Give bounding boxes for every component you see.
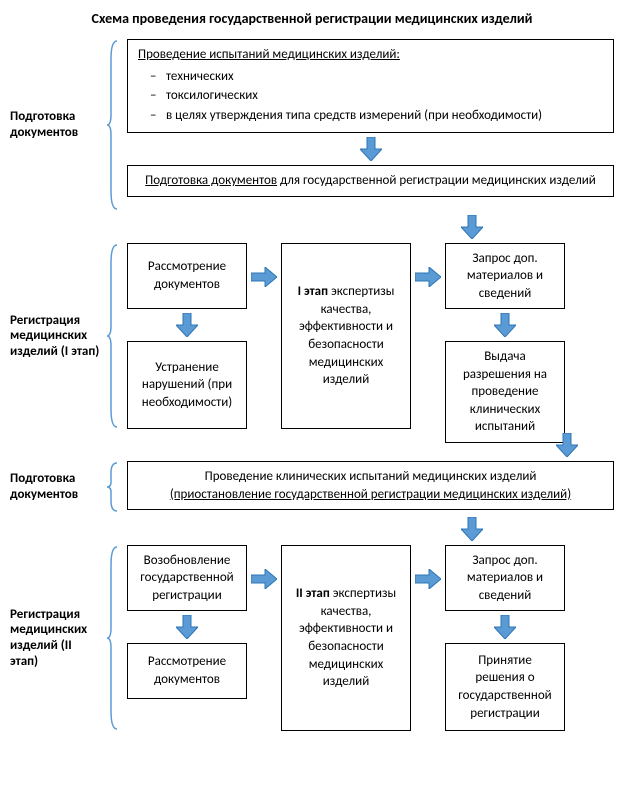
box-review-docs: Рассмотрение документов <box>127 243 247 309</box>
arrow-down-icon <box>360 137 382 161</box>
box-testing-title: Проведение испытаний медицинских изделий… <box>138 47 400 62</box>
testing-item: токсилогических <box>166 87 603 105</box>
box-decision: Принятие решения о государственной регис… <box>445 643 565 731</box>
arrow-right-icon <box>247 569 281 589</box>
box-request-materials1: Запрос доп. материалов и сведений <box>445 243 565 309</box>
box-review-docs2: Рассмотрение документов <box>127 643 247 699</box>
box-clinical-permit: Выдача разрешения на проведение клиничес… <box>445 341 565 443</box>
brace-icon <box>105 545 119 731</box>
section-stage1-label: Регистрация медицинских изделий (I этап) <box>10 243 105 429</box>
section-stage2: Регистрация медицинских изделий (II этап… <box>10 545 614 731</box>
arrow-down-icon <box>176 313 198 337</box>
arrow-down-icon <box>330 215 614 239</box>
box-doc-prep: Подготовка документов для государственно… <box>127 165 614 197</box>
box-testing: Проведение испытаний медицинских изделий… <box>127 39 614 133</box>
box-stage2-expertise: II этап экспертизы качества, эффективнос… <box>281 545 411 731</box>
brace-icon <box>105 461 119 513</box>
brace-icon <box>105 39 119 211</box>
arrow-right-icon <box>411 267 445 287</box>
box-clinical-trials: Проведение клинических испытаний медицин… <box>127 461 614 510</box>
arrow-down-icon <box>494 615 516 639</box>
arrow-down-icon <box>330 517 614 541</box>
stage1-rest: экспертизы качества, эффективности и без… <box>299 284 394 387</box>
box-doc-prep-rest: для государственной регистрации медицинс… <box>277 173 596 188</box>
section-prep1: Подготовка документов Проведение испытан… <box>10 39 614 211</box>
section-prep1-label: Подготовка документов <box>10 39 105 211</box>
arrow-down-icon <box>494 313 516 337</box>
clinical-line1: Проведение клинических испытаний медицин… <box>205 469 537 484</box>
clinical-line2: (приостановление государственной регистр… <box>170 487 571 502</box>
stage2-bold: II этап <box>296 586 330 601</box>
arrow-right-icon <box>247 267 281 287</box>
brace-icon <box>105 243 119 429</box>
box-fix-issues: Устранение нарушений (при необходимости) <box>127 341 247 429</box>
section-stage1: Регистрация медицинских изделий (I этап)… <box>10 243 614 429</box>
box-stage1-expertise: I этап экспертизы качества, эффективност… <box>281 243 411 429</box>
section-prep2-label: Подготовка документов <box>10 461 105 513</box>
stage2-rest: экспертизы качества, эффективности и без… <box>299 586 396 689</box>
diagram-title: Схема проведения государственной регистр… <box>10 10 614 27</box>
box-doc-prep-u: Подготовка документов <box>145 173 277 188</box>
arrow-down-icon <box>176 615 198 639</box>
box-resume-reg: Возобновление государственной регистраци… <box>127 545 247 611</box>
box-request-materials2: Запрос доп. материалов и сведений <box>445 545 565 611</box>
arrow-right-icon <box>411 569 445 589</box>
testing-item: в целях утверждения типа средств измерен… <box>166 107 603 125</box>
testing-item: технических <box>166 68 603 86</box>
section-prep2: Подготовка документов Проведение клиниче… <box>10 461 614 513</box>
stage1-bold: I этап <box>298 284 328 299</box>
section-stage2-label: Регистрация медицинских изделий (II этап… <box>10 545 105 731</box>
